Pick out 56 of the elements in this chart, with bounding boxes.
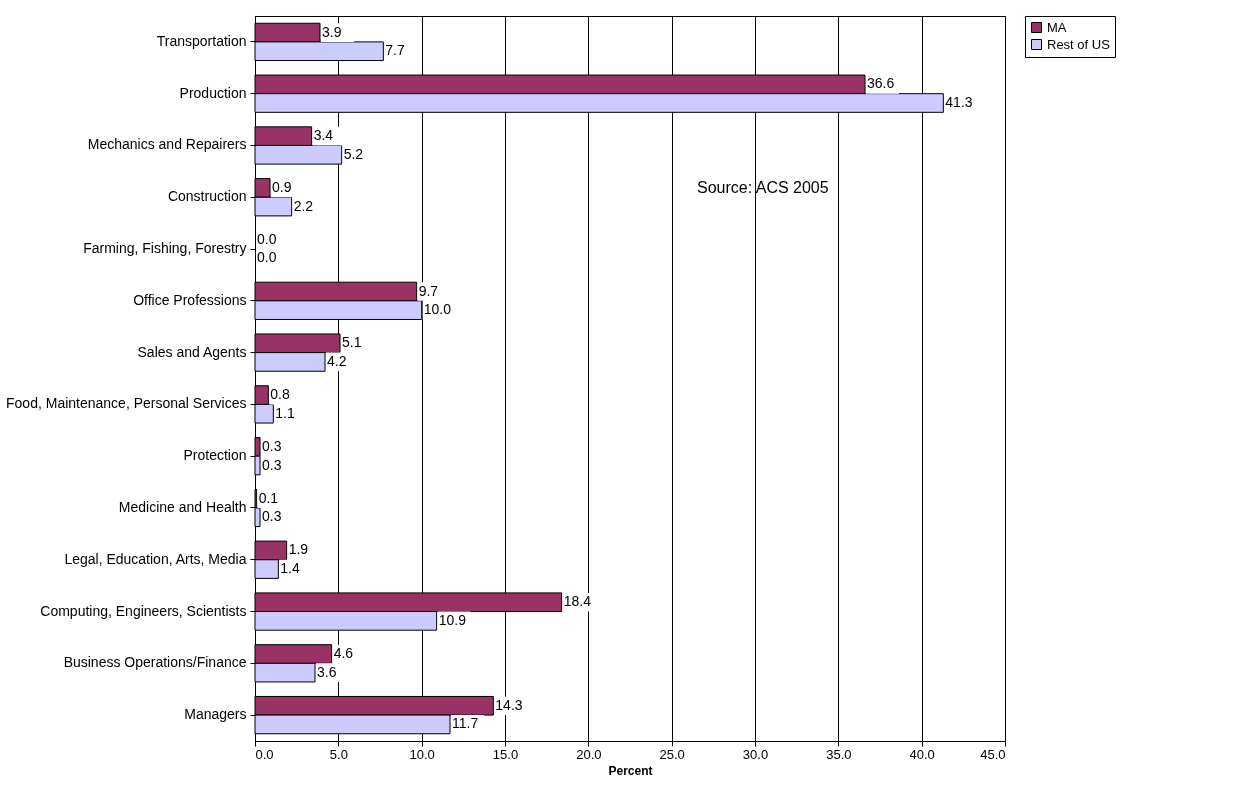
data-label: 1.9 — [288, 541, 309, 558]
data-label: 2.2 — [293, 197, 314, 214]
y-tick-label: Managers — [184, 706, 247, 723]
x-tick-label: 15.0 — [492, 746, 519, 762]
data-label: 36.6 — [867, 75, 895, 92]
y-tick-label: Computing, Engineers, Scientists — [40, 602, 247, 619]
data-label: 18.4 — [563, 593, 592, 610]
legend-label: Rest of US — [1047, 36, 1111, 52]
data-label: 0.3 — [262, 508, 282, 525]
x-tick-label: 45.0 — [980, 746, 1006, 762]
data-label: 9.7 — [418, 282, 439, 299]
y-tick-label: Legal, Education, Arts, Media — [64, 550, 247, 567]
data-label: 3.9 — [322, 23, 342, 40]
y-tick-label: Sales and Agents — [137, 343, 247, 360]
x-axis-title: Percent — [608, 763, 653, 778]
data-label: 0.3 — [262, 456, 282, 473]
data-label: 3.6 — [317, 663, 337, 680]
data-label: 41.3 — [945, 94, 973, 110]
legend-label: MA — [1047, 19, 1067, 35]
data-label: 4.2 — [327, 352, 347, 369]
y-tick-label: Protection — [183, 447, 247, 464]
data-label: 5.2 — [343, 145, 364, 162]
data-label: 3.4 — [313, 127, 334, 144]
data-label: 1.1 — [275, 404, 296, 421]
x-tick-label: 20.0 — [576, 746, 602, 762]
data-label: 0.1 — [258, 489, 279, 506]
y-tick-label: Farming, Fishing, Forestry — [83, 240, 247, 257]
data-label: 1.4 — [280, 560, 301, 577]
data-label: 0.3 — [262, 437, 282, 454]
y-tick-label: Transportation — [156, 32, 247, 49]
x-tick-label: 30.0 — [742, 746, 769, 762]
data-label: 10.0 — [423, 301, 452, 318]
data-label: 7.7 — [385, 42, 406, 59]
data-label: 5.1 — [342, 334, 362, 351]
x-tick-label: 35.0 — [826, 746, 852, 762]
y-tick-label: Production — [179, 84, 247, 101]
x-tick-label: 10.0 — [409, 746, 435, 762]
data-label: 4.6 — [333, 645, 354, 661]
data-label: 0.9 — [272, 178, 292, 195]
y-tick-label: Food, Maintenance, Personal Services — [6, 395, 247, 412]
y-tick-label: Medicine and Health — [118, 498, 247, 515]
data-label: 0.0 — [257, 249, 277, 266]
y-tick-label: Construction — [167, 188, 247, 205]
data-label: 14.3 — [495, 696, 523, 713]
data-label: 0.0 — [257, 230, 277, 247]
data-label: 10.9 — [438, 611, 467, 628]
x-tick-label: 40.0 — [909, 746, 935, 762]
y-tick-label: Business Operations/Finance — [63, 654, 247, 671]
y-tick-label: Mechanics and Repairers — [87, 136, 247, 153]
data-label: 11.7 — [452, 715, 479, 732]
annotation: Source: ACS 2005 — [697, 179, 829, 196]
x-tick-label: 5.0 — [329, 746, 348, 762]
x-tick-label: 25.0 — [659, 746, 685, 762]
y-tick-label: Office Professions — [133, 291, 247, 308]
data-label: 0.8 — [270, 386, 291, 403]
x-tick-label: 0.0 — [255, 746, 274, 762]
